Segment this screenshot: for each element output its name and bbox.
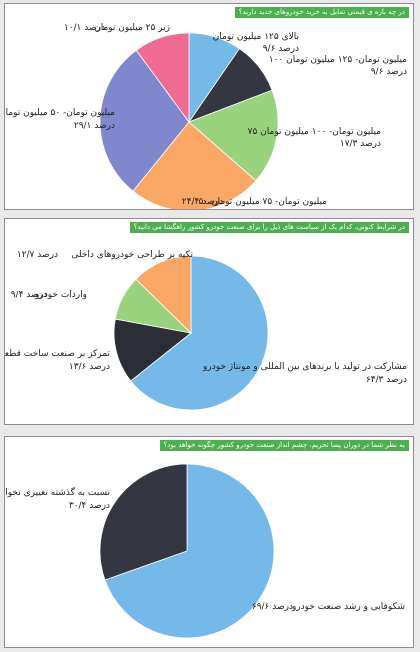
slice-label: شکوفایی و رشد صنعت خودرو	[291, 602, 405, 612]
pie-slice	[188, 89, 279, 182]
chart-panel-price-range: در چه بازه ی قیمتی تمایل به خرید خودروها…	[4, 3, 414, 210]
pie-chart-price-range: بالای ۱۲۵ میلیون تومان ۹/۶ درصد ۱۰۰ میلی…	[5, 23, 407, 209]
pie-slice	[104, 463, 275, 639]
pie-slice	[135, 255, 192, 334]
pie-slice	[99, 49, 190, 192]
slice-label: واردات خودرو	[34, 290, 87, 300]
pie-slice	[135, 32, 190, 124]
slice-value: ۹/۶ درصد	[263, 44, 299, 54]
question-title: در شرایط کنونی، کدام یک از سیاست های ذیل…	[129, 222, 409, 233]
slice-label: تکیه بر طراحی خودروهای داخلی	[71, 250, 193, 260]
chart-panel-policies: در شرایط کنونی، کدام یک از سیاست های ذیل…	[4, 218, 414, 425]
question-title: به نظر شما در دوران پسا تحریم، چشم انداز…	[159, 440, 409, 451]
slice-value: ۱۰/۱ درصد	[64, 23, 105, 33]
slice-value: ۱۲/۷ درصد	[17, 250, 58, 260]
pie-slice	[99, 463, 188, 581]
slice-value: ۲۹/۱ درصد	[74, 121, 115, 131]
slice-label: زیر ۲۵ میلیون تومان	[94, 23, 170, 33]
chart-panel-outlook: به نظر شما در دوران پسا تحریم، چشم انداز…	[4, 436, 414, 648]
pie-chart-policies: مشارکت در تولید با برندهای بین المللی و …	[5, 250, 407, 411]
slice-label: نسبت به گذشته تغییری نخواهد کرد	[5, 486, 110, 498]
slice-value: ۹/۴ درصد	[11, 290, 47, 300]
slice-value: ۲۴/۴ درصد	[182, 197, 223, 207]
slice-label: ۵۰ میلیون تومان- ۷۵ میلیون تومان	[198, 197, 327, 207]
slice-label: ۱۰۰ میلیون تومان- ۱۲۵ میلیون تومان	[269, 55, 407, 65]
pie-chart-outlook: شکوفایی و رشد صنعت خودرو ۶۹/۶ درصد نسبت …	[5, 463, 405, 639]
pie-slice	[113, 318, 192, 382]
slice-value: ۱۳/۶ درصد	[69, 362, 110, 372]
slice-label: تمرکز بر صنعت ساخت قطعات خودرو	[5, 349, 110, 359]
question-title: در چه بازه ی قیمتی تمایل به خرید خودروها…	[234, 7, 409, 18]
slice-label: ۲۵ میلیون تومان- ۵۰ میلیون تومان	[5, 108, 115, 118]
pie-slice	[132, 121, 257, 209]
slice-value: ۹/۶ درصد	[371, 67, 407, 77]
slice-value: ۶۴/۳ درصد	[366, 375, 407, 385]
slice-label: مشارکت در تولید با برندهای بین المللی و …	[202, 362, 407, 372]
slice-label: بالای ۱۲۵ میلیون تومان	[213, 32, 299, 42]
slice-value: ۱۷/۳ درصد	[340, 139, 381, 149]
slice-value: ۶۹/۶ درصد	[252, 602, 293, 612]
pie-slice	[130, 255, 269, 411]
slice-value: ۳۰/۴ درصد	[69, 501, 110, 511]
slice-label: ۷۵ میلیون تومان- ۱۰۰ میلیون تومان	[248, 127, 382, 137]
